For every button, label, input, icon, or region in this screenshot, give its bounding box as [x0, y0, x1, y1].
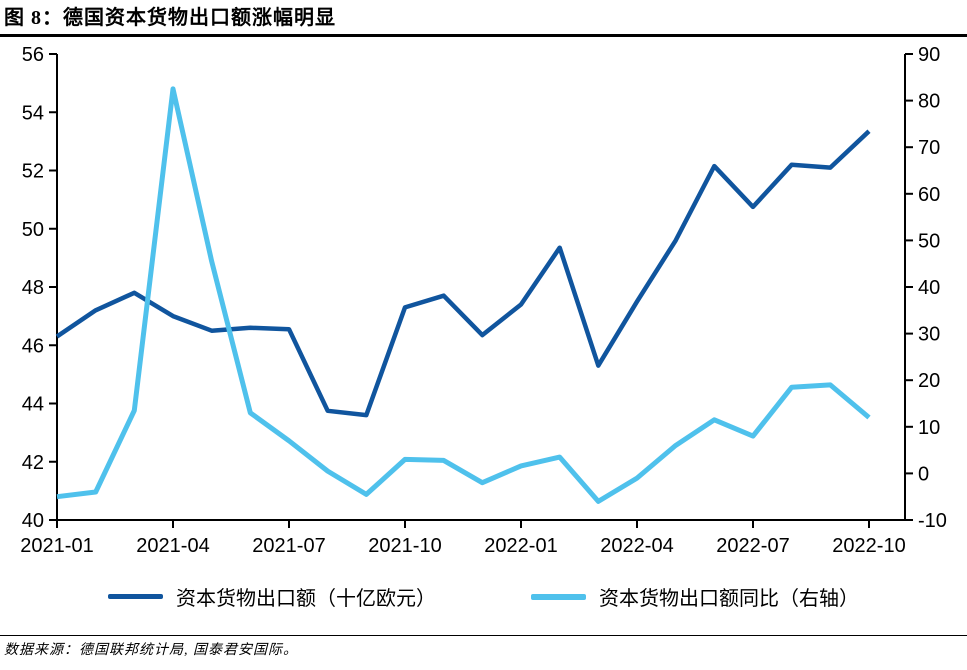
- svg-text:46: 46: [22, 335, 44, 357]
- legend-item-yoy: 资本货物出口额同比（右轴）: [531, 582, 859, 611]
- chart-title: 图 8：德国资本货物出口额涨幅明显: [4, 7, 336, 29]
- svg-text:20: 20: [918, 370, 940, 392]
- svg-text:40: 40: [22, 510, 44, 532]
- footer-divider: [0, 635, 967, 636]
- svg-text:48: 48: [22, 277, 44, 299]
- svg-text:10: 10: [918, 417, 940, 439]
- svg-text:0: 0: [918, 463, 929, 485]
- legend-label-yoy: 资本货物出口额同比（右轴）: [599, 588, 859, 610]
- svg-text:56: 56: [22, 44, 44, 66]
- svg-text:2022-04: 2022-04: [600, 535, 673, 557]
- legend-item-exports: 资本货物出口额（十亿欧元）: [108, 582, 436, 611]
- svg-text:2021-01: 2021-01: [20, 535, 93, 557]
- svg-text:50: 50: [22, 219, 44, 241]
- svg-text:2022-01: 2022-01: [484, 535, 557, 557]
- svg-text:2022-07: 2022-07: [716, 535, 789, 557]
- svg-text:90: 90: [918, 44, 940, 66]
- svg-text:70: 70: [918, 137, 940, 159]
- source-note: 数据来源：德国联邦统计局, 国泰君安国际。: [4, 643, 298, 658]
- svg-text:80: 80: [918, 91, 940, 113]
- title-divider: [0, 34, 967, 37]
- svg-text:42: 42: [22, 452, 44, 474]
- svg-text:50: 50: [918, 230, 940, 252]
- svg-text:2021-10: 2021-10: [368, 535, 441, 557]
- svg-text:-10: -10: [918, 510, 947, 532]
- svg-text:2021-04: 2021-04: [136, 535, 209, 557]
- legend-swatch-exports: [108, 594, 163, 599]
- svg-text:52: 52: [22, 161, 44, 183]
- legend-label-exports: 资本货物出口额（十亿欧元）: [176, 588, 436, 610]
- legend-swatch-yoy: [531, 593, 586, 600]
- svg-text:2022-10: 2022-10: [832, 535, 905, 557]
- svg-text:40: 40: [918, 277, 940, 299]
- svg-text:44: 44: [22, 394, 44, 416]
- svg-text:60: 60: [918, 184, 940, 206]
- svg-text:2021-07: 2021-07: [252, 535, 325, 557]
- chart-legend: 资本货物出口额（十亿欧元） 资本货物出口额同比（右轴）: [0, 582, 967, 611]
- line-chart: 56 54 52 50 48 46 44 42 40 90 80 70 60 50 40 30 20 10 0 -10…: [20, 44, 947, 557]
- svg-text:30: 30: [918, 324, 940, 346]
- svg-text:54: 54: [22, 102, 44, 124]
